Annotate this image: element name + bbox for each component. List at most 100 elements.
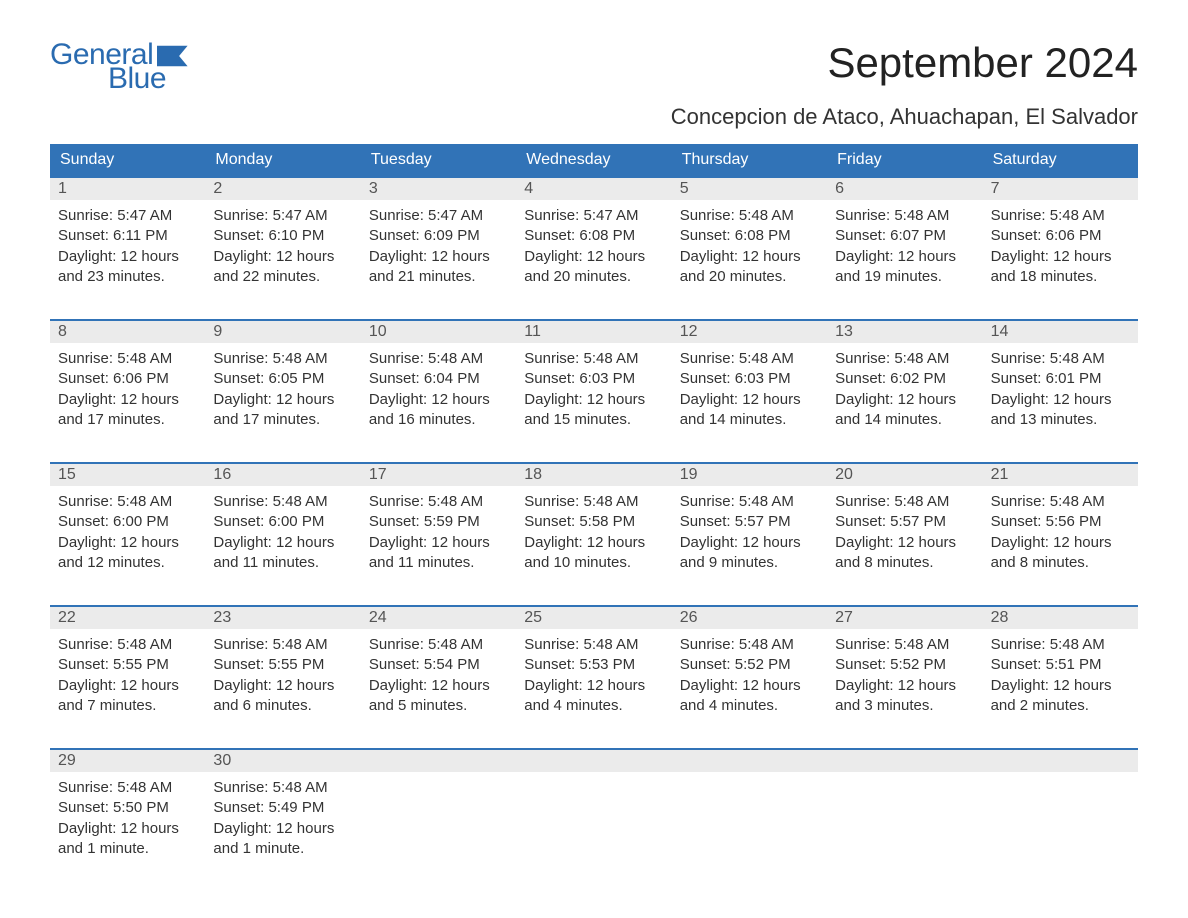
day-cell: Sunrise: 5:48 AMSunset: 6:08 PMDaylight:…: [672, 200, 827, 291]
day-daylight1: Daylight: 12 hours: [835, 247, 974, 267]
day-sunset: Sunset: 6:02 PM: [835, 369, 974, 389]
day-daylight2: and 4 minutes.: [680, 696, 819, 716]
day-daylight2: and 22 minutes.: [213, 267, 352, 287]
day-cell: Sunrise: 5:48 AMSunset: 5:50 PMDaylight:…: [50, 772, 205, 863]
day-sunset: Sunset: 5:52 PM: [835, 655, 974, 675]
day-daylight2: and 5 minutes.: [369, 696, 508, 716]
day-cell: Sunrise: 5:48 AMSunset: 5:55 PMDaylight:…: [50, 629, 205, 720]
day-sunrise: Sunrise: 5:48 AM: [213, 778, 352, 798]
day-cell: Sunrise: 5:48 AMSunset: 6:06 PMDaylight:…: [983, 200, 1138, 291]
day-number: 12: [672, 321, 827, 343]
day-number: 2: [205, 178, 360, 200]
day-daylight1: Daylight: 12 hours: [835, 676, 974, 696]
day-sunset: Sunset: 5:57 PM: [680, 512, 819, 532]
day-daylight1: Daylight: 12 hours: [369, 676, 508, 696]
day-number: 28: [983, 607, 1138, 629]
day-header: Thursday: [672, 144, 827, 176]
day-daylight2: and 19 minutes.: [835, 267, 974, 287]
day-number: [516, 750, 671, 772]
day-daylight2: and 15 minutes.: [524, 410, 663, 430]
day-daylight2: and 7 minutes.: [58, 696, 197, 716]
day-sunrise: Sunrise: 5:48 AM: [58, 492, 197, 512]
day-sunrise: Sunrise: 5:48 AM: [58, 635, 197, 655]
day-header: Sunday: [50, 144, 205, 176]
day-daylight2: and 17 minutes.: [58, 410, 197, 430]
day-daylight1: Daylight: 12 hours: [524, 533, 663, 553]
day-cell: Sunrise: 5:48 AMSunset: 6:02 PMDaylight:…: [827, 343, 982, 434]
day-daylight2: and 20 minutes.: [524, 267, 663, 287]
day-daylight2: and 14 minutes.: [835, 410, 974, 430]
day-sunrise: Sunrise: 5:47 AM: [524, 206, 663, 226]
daynum-row: 891011121314: [50, 321, 1138, 343]
header: General Blue September 2024: [50, 40, 1138, 94]
day-sunset: Sunset: 5:52 PM: [680, 655, 819, 675]
day-daylight2: and 12 minutes.: [58, 553, 197, 573]
day-daylight2: and 23 minutes.: [58, 267, 197, 287]
day-sunrise: Sunrise: 5:48 AM: [58, 349, 197, 369]
day-sunrise: Sunrise: 5:48 AM: [835, 349, 974, 369]
day-cell: Sunrise: 5:48 AMSunset: 5:58 PMDaylight:…: [516, 486, 671, 577]
daynum-row: 22232425262728: [50, 607, 1138, 629]
day-daylight1: Daylight: 12 hours: [369, 390, 508, 410]
day-daylight2: and 11 minutes.: [369, 553, 508, 573]
day-daylight2: and 10 minutes.: [524, 553, 663, 573]
day-number: [672, 750, 827, 772]
day-daylight1: Daylight: 12 hours: [680, 247, 819, 267]
day-cell: Sunrise: 5:48 AMSunset: 6:05 PMDaylight:…: [205, 343, 360, 434]
day-cell: [516, 772, 671, 863]
day-headers-row: SundayMondayTuesdayWednesdayThursdayFrid…: [50, 144, 1138, 176]
day-sunrise: Sunrise: 5:48 AM: [991, 635, 1130, 655]
day-daylight1: Daylight: 12 hours: [524, 676, 663, 696]
day-cell: Sunrise: 5:48 AMSunset: 6:00 PMDaylight:…: [205, 486, 360, 577]
day-cell: Sunrise: 5:48 AMSunset: 5:51 PMDaylight:…: [983, 629, 1138, 720]
day-number: 23: [205, 607, 360, 629]
day-sunrise: Sunrise: 5:48 AM: [680, 492, 819, 512]
logo-word-blue: Blue: [50, 64, 191, 94]
day-sunrise: Sunrise: 5:48 AM: [835, 492, 974, 512]
day-daylight1: Daylight: 12 hours: [991, 390, 1130, 410]
day-cell: Sunrise: 5:47 AMSunset: 6:10 PMDaylight:…: [205, 200, 360, 291]
day-sunset: Sunset: 5:55 PM: [58, 655, 197, 675]
day-cell: Sunrise: 5:47 AMSunset: 6:08 PMDaylight:…: [516, 200, 671, 291]
day-cell: Sunrise: 5:48 AMSunset: 6:06 PMDaylight:…: [50, 343, 205, 434]
day-daylight1: Daylight: 12 hours: [58, 533, 197, 553]
day-sunset: Sunset: 5:56 PM: [991, 512, 1130, 532]
day-daylight2: and 1 minute.: [213, 839, 352, 859]
day-number: 15: [50, 464, 205, 486]
day-sunrise: Sunrise: 5:48 AM: [58, 778, 197, 798]
day-sunrise: Sunrise: 5:48 AM: [213, 349, 352, 369]
day-sunset: Sunset: 6:03 PM: [524, 369, 663, 389]
day-cell: Sunrise: 5:48 AMSunset: 6:07 PMDaylight:…: [827, 200, 982, 291]
day-daylight2: and 8 minutes.: [835, 553, 974, 573]
day-sunrise: Sunrise: 5:48 AM: [213, 635, 352, 655]
week-row: 891011121314Sunrise: 5:48 AMSunset: 6:06…: [50, 319, 1138, 434]
day-sunset: Sunset: 5:50 PM: [58, 798, 197, 818]
day-sunset: Sunset: 6:08 PM: [524, 226, 663, 246]
day-number: 13: [827, 321, 982, 343]
day-number: 24: [361, 607, 516, 629]
day-cell: Sunrise: 5:48 AMSunset: 6:03 PMDaylight:…: [672, 343, 827, 434]
day-cell: Sunrise: 5:48 AMSunset: 5:56 PMDaylight:…: [983, 486, 1138, 577]
day-cell: Sunrise: 5:48 AMSunset: 5:55 PMDaylight:…: [205, 629, 360, 720]
daynum-row: 2930: [50, 750, 1138, 772]
day-daylight2: and 4 minutes.: [524, 696, 663, 716]
day-sunset: Sunset: 6:00 PM: [213, 512, 352, 532]
day-daylight2: and 17 minutes.: [213, 410, 352, 430]
day-daylight2: and 3 minutes.: [835, 696, 974, 716]
day-sunrise: Sunrise: 5:48 AM: [369, 492, 508, 512]
day-sunset: Sunset: 6:08 PM: [680, 226, 819, 246]
day-sunset: Sunset: 5:57 PM: [835, 512, 974, 532]
day-daylight1: Daylight: 12 hours: [835, 390, 974, 410]
day-daylight2: and 9 minutes.: [680, 553, 819, 573]
day-sunrise: Sunrise: 5:47 AM: [58, 206, 197, 226]
day-daylight2: and 18 minutes.: [991, 267, 1130, 287]
day-number: 26: [672, 607, 827, 629]
day-sunrise: Sunrise: 5:48 AM: [369, 349, 508, 369]
day-number: 19: [672, 464, 827, 486]
day-daylight1: Daylight: 12 hours: [991, 247, 1130, 267]
location-text: Concepcion de Ataco, Ahuachapan, El Salv…: [50, 104, 1138, 130]
day-cell: Sunrise: 5:48 AMSunset: 5:52 PMDaylight:…: [672, 629, 827, 720]
day-daylight1: Daylight: 12 hours: [213, 819, 352, 839]
day-cell: [983, 772, 1138, 863]
week-row: 2930Sunrise: 5:48 AMSunset: 5:50 PMDayli…: [50, 748, 1138, 863]
